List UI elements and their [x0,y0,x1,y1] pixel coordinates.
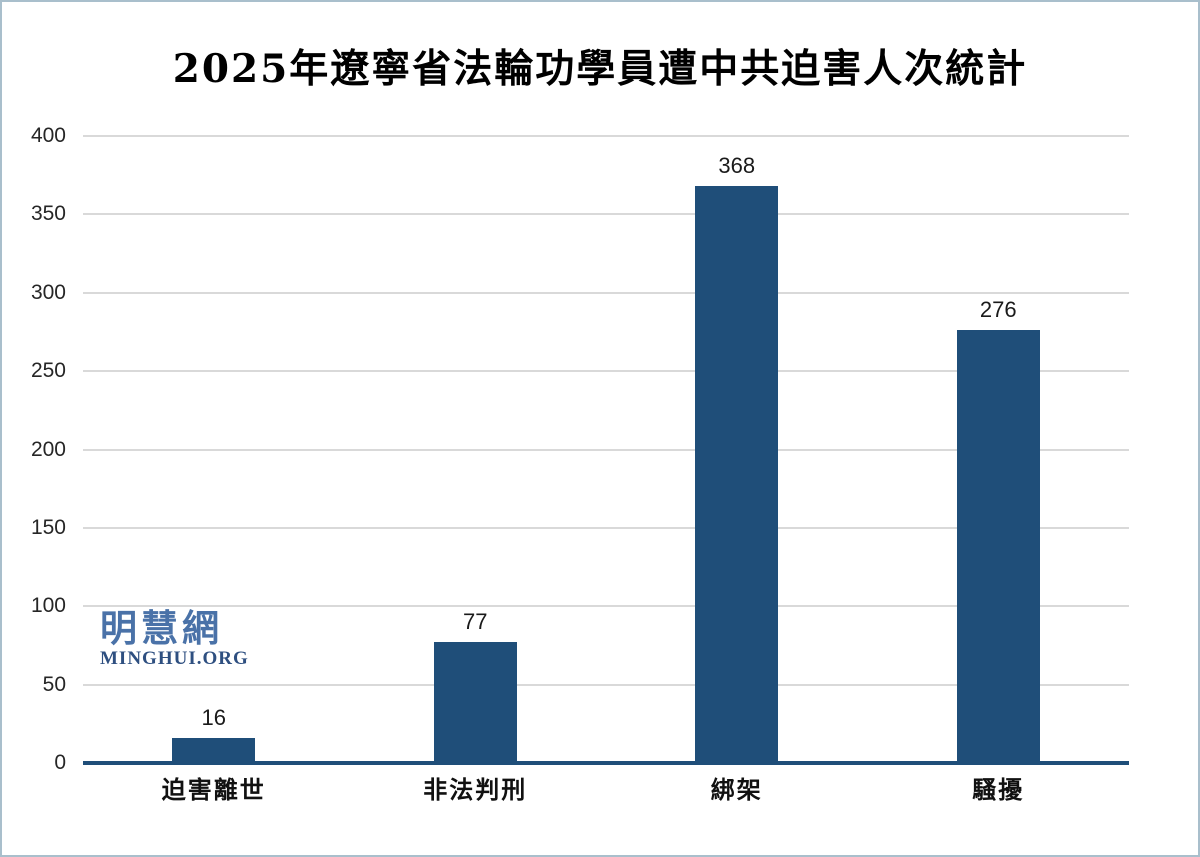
x-category-label-非法判刑: 非法判刑 [423,775,528,804]
gridline-50 [83,683,1129,686]
gridline-100 [83,605,1129,608]
bar-綁架 [695,186,779,763]
y-tick-label-100: 100 [30,594,66,618]
bar-value-label-騷擾: 276 [979,297,1017,323]
gridline-250 [83,370,1129,373]
gridline-350 [83,213,1129,216]
y-tick-label-50: 50 [42,672,66,696]
x-axis-line [83,761,1129,765]
y-tick-label-350: 350 [30,202,66,226]
x-category-label-迫害離世: 迫害離世 [161,775,266,804]
y-tick-label-300: 300 [30,280,66,304]
minghui-logo-latin-text: MINGHUI.ORG [100,648,249,669]
bar-騷擾 [956,330,1040,763]
gridline-150 [83,526,1129,529]
y-tick-label-400: 400 [30,124,66,147]
x-category-label-綁架: 綁架 [710,775,763,804]
minghui-logo-cjk-text: 明慧網 [100,606,223,650]
y-tick-label-250: 250 [30,359,66,383]
bar-非法判刑 [433,642,517,763]
bar-value-label-綁架: 368 [718,153,756,179]
gridline-300 [83,291,1129,294]
bar-value-label-迫害離世: 16 [201,704,226,730]
gridline-200 [83,448,1129,451]
chart-title: 2025年遼寧省法輪功學員遭中共迫害人次統計 [172,46,1028,92]
bar-value-label-非法判刑: 77 [463,609,488,635]
x-category-label-騷擾: 騷擾 [972,775,1025,804]
y-tick-label-0: 0 [54,751,66,774]
gridline-400 [83,135,1129,137]
y-tick-label-150: 150 [30,515,66,539]
bar-迫害離世 [172,737,256,763]
y-tick-label-200: 200 [30,437,66,461]
minghui-watermark: 明慧網 MINGHUI.ORG [100,608,249,670]
